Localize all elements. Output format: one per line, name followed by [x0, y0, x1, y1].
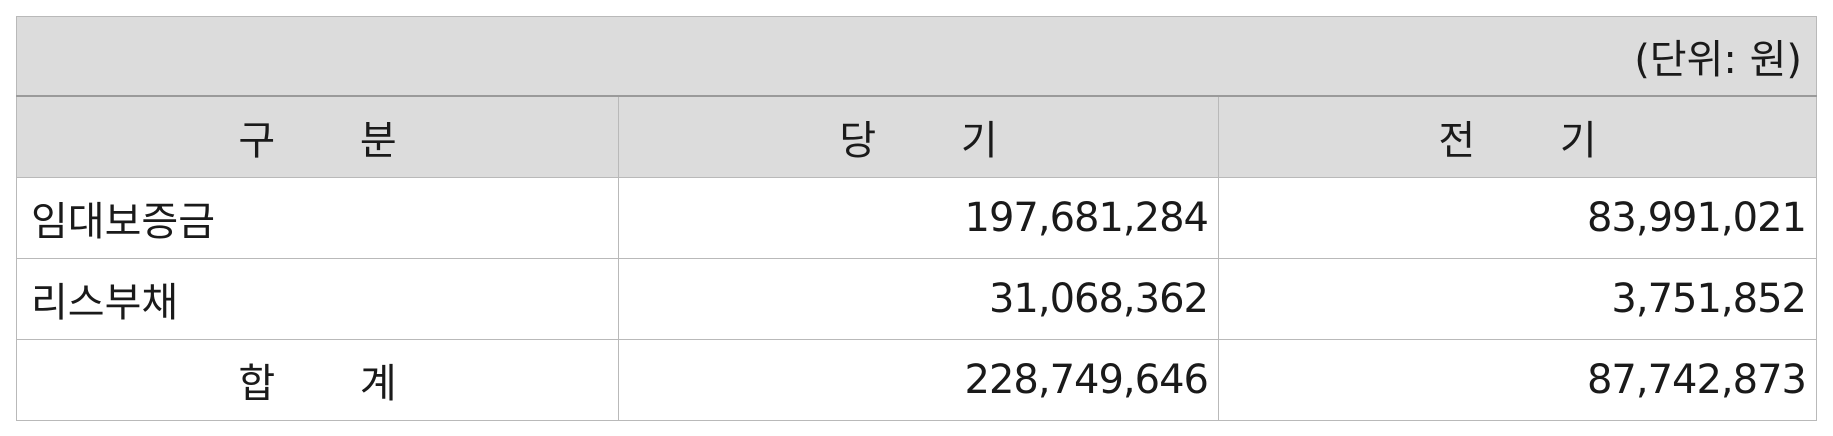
- unit-row: (단위: 원): [16, 16, 1817, 97]
- total-label-cell: 합 계: [16, 339, 619, 421]
- row-label: 리스부채: [16, 258, 619, 340]
- total-row: 합 계 228,749,646 87,742,873: [16, 339, 1817, 421]
- header-current-label: 당 기: [839, 118, 1034, 164]
- table-container: (단위: 원) 구 분 당 기 전 기 임대보증금 197,681,284 83…: [16, 16, 1817, 421]
- total-previous-value: 87,742,873: [1218, 339, 1817, 421]
- current-value: 197,681,284: [618, 177, 1219, 259]
- header-category-label: 구 분: [238, 118, 433, 164]
- previous-value: 83,991,021: [1218, 177, 1817, 259]
- header-row: 구 분 당 기 전 기: [16, 95, 1817, 178]
- table-row: 임대보증금 197,681,284 83,991,021: [16, 177, 1817, 259]
- row-label: 임대보증금: [16, 177, 619, 259]
- header-current-period: 당 기: [618, 95, 1219, 178]
- header-previous-label: 전 기: [1438, 118, 1633, 164]
- header-category: 구 분: [16, 95, 619, 178]
- table-row: 리스부채 31,068,362 3,751,852: [16, 258, 1817, 340]
- previous-value: 3,751,852: [1218, 258, 1817, 340]
- deposit-lease-table: (단위: 원) 구 분 당 기 전 기 임대보증금 197,681,284 83…: [16, 16, 1817, 421]
- total-label: 합 계: [238, 361, 433, 407]
- current-value: 31,068,362: [618, 258, 1219, 340]
- total-current-value: 228,749,646: [618, 339, 1219, 421]
- header-previous-period: 전 기: [1218, 95, 1817, 178]
- unit-note: (단위: 원): [16, 16, 1817, 97]
